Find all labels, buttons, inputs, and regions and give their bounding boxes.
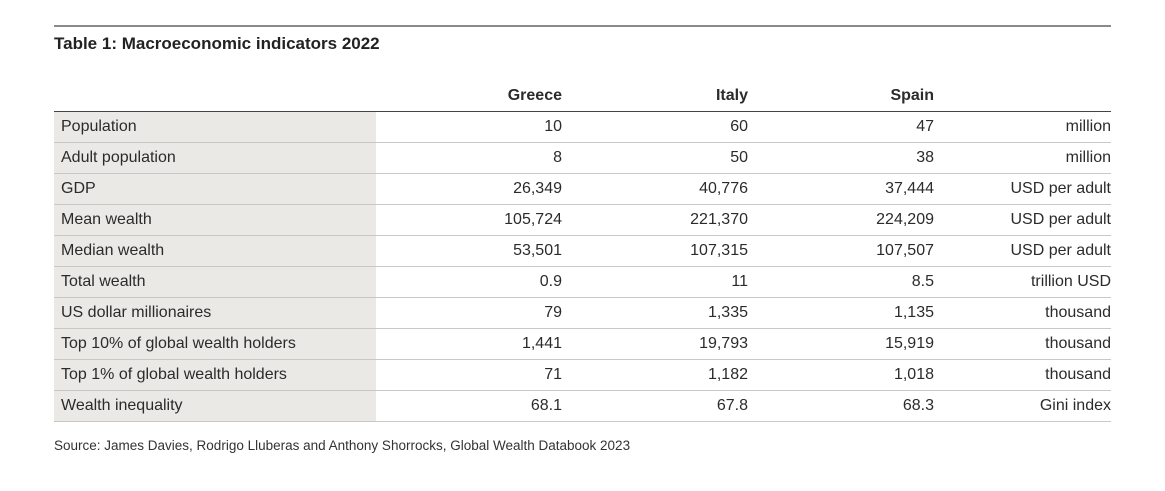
cell-greece: 0.9 (376, 266, 562, 298)
cell-greece: 8 (376, 142, 562, 174)
cell-unit: million (934, 142, 1111, 174)
table-row: Adult population 8 50 38 million (54, 142, 1111, 174)
cell-italy: 221,370 (562, 204, 748, 236)
cell-spain: 107,507 (748, 235, 934, 267)
cell-greece: 26,349 (376, 173, 562, 205)
header-row: Greece Italy Spain (54, 80, 1111, 112)
cell-greece: 1,441 (376, 328, 562, 360)
table-row: Wealth inequality 68.1 67.8 68.3 Gini index (54, 390, 1111, 422)
cell-italy: 67.8 (562, 390, 748, 422)
cell-greece: 53,501 (376, 235, 562, 267)
header-unit (934, 80, 1111, 112)
row-label: Population (54, 111, 376, 143)
cell-spain: 47 (748, 111, 934, 143)
cell-spain: 38 (748, 142, 934, 174)
table-row: Median wealth 53,501 107,315 107,507 USD per… (54, 235, 1111, 267)
row-label: Wealth inequality (54, 390, 376, 422)
cell-spain: 8.5 (748, 266, 934, 298)
header-spain: Spain (748, 80, 934, 112)
cell-italy: 1,182 (562, 359, 748, 391)
header-greece: Greece (376, 80, 562, 112)
header-italy: Italy (562, 80, 748, 112)
cell-italy: 11 (562, 266, 748, 298)
table-row: Population 10 60 47 million (54, 111, 1111, 143)
row-label: US dollar millionaires (54, 297, 376, 329)
cell-unit: USD per adult (934, 204, 1111, 236)
cell-spain: 15,919 (748, 328, 934, 360)
table-title: Table 1: Macroeconomic indicators 2022 (54, 34, 380, 53)
cell-spain: 68.3 (748, 390, 934, 422)
row-label: Median wealth (54, 235, 376, 267)
table-row: US dollar millionaires 79 1,335 1,135 thousa… (54, 297, 1111, 329)
cell-unit: Gini index (934, 390, 1111, 422)
row-label: Top 1% of global wealth holders (54, 359, 376, 391)
cell-unit: thousand (934, 297, 1111, 329)
cell-italy: 19,793 (562, 328, 748, 360)
cell-spain: 224,209 (748, 204, 934, 236)
row-label: Adult population (54, 142, 376, 174)
cell-italy: 50 (562, 142, 748, 174)
cell-italy: 60 (562, 111, 748, 143)
cell-greece: 10 (376, 111, 562, 143)
cell-spain: 1,018 (748, 359, 934, 391)
top-rule (54, 25, 1111, 27)
cell-unit: USD per adult (934, 173, 1111, 205)
cell-spain: 1,135 (748, 297, 934, 329)
table-row: Top 1% of global wealth holders 71 1,182 1,… (54, 359, 1111, 391)
row-label: Total wealth (54, 266, 376, 298)
cell-italy: 107,315 (562, 235, 748, 267)
cell-greece: 105,724 (376, 204, 562, 236)
source-note: Source: James Davies, Rodrigo Lluberas a… (54, 438, 631, 453)
cell-unit: USD per adult (934, 235, 1111, 267)
cell-italy: 1,335 (562, 297, 748, 329)
cell-greece: 79 (376, 297, 562, 329)
cell-unit: thousand (934, 359, 1111, 391)
row-label: Top 10% of global wealth holders (54, 328, 376, 360)
indicators-table: Greece Italy Spain Population 10 60 47 milli… (54, 80, 1111, 422)
table-row: GDP 26,349 40,776 37,444 USD per adult (54, 173, 1111, 205)
table-row: Total wealth 0.9 11 8.5 trillion USD (54, 266, 1111, 298)
cell-unit: trillion USD (934, 266, 1111, 298)
cell-unit: thousand (934, 328, 1111, 360)
row-label: Mean wealth (54, 204, 376, 236)
table-row: Mean wealth 105,724 221,370 224,209 USD per … (54, 204, 1111, 236)
cell-greece: 68.1 (376, 390, 562, 422)
cell-italy: 40,776 (562, 173, 748, 205)
header-empty (54, 80, 376, 112)
row-label: GDP (54, 173, 376, 205)
cell-spain: 37,444 (748, 173, 934, 205)
table-row: Top 10% of global wealth holders 1,441 19,… (54, 328, 1111, 360)
cell-greece: 71 (376, 359, 562, 391)
cell-unit: million (934, 111, 1111, 143)
